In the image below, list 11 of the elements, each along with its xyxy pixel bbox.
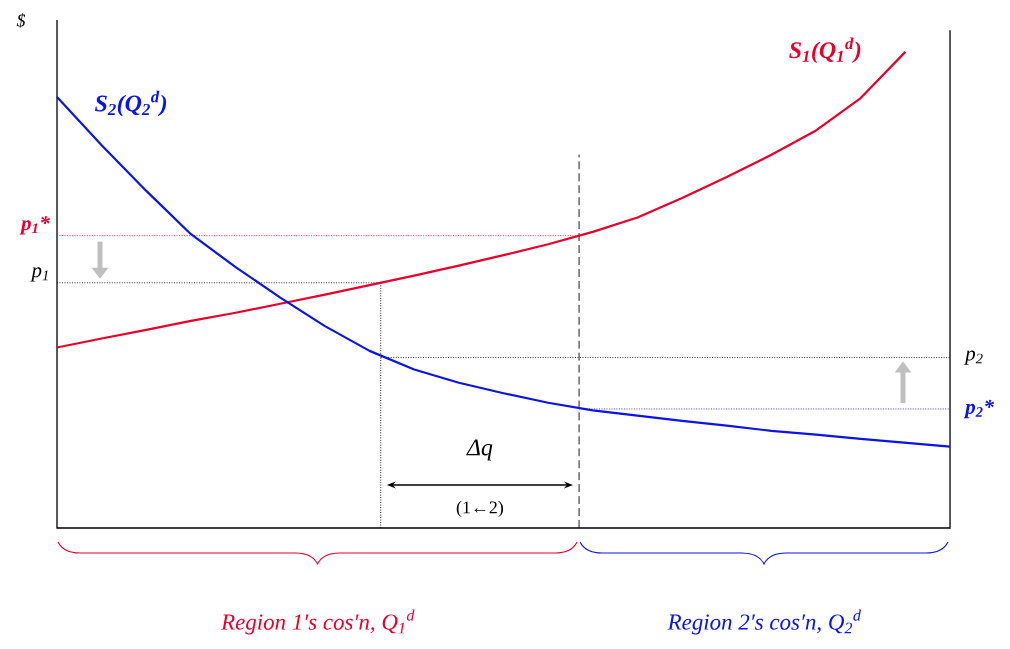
series-label: S$_{1}$(Q$_{1}$$^{d}$) [789,37,861,64]
annotation: Δq [466,439,493,461]
series-label: S$_{2}$(Q$_{2}$$^{d}$) [94,90,167,117]
ref-line-label: p$_{1}$ [30,267,48,282]
annotation: (1←2) [456,500,504,518]
ref-line-label: p$_{1}$* [19,216,50,235]
ref-line-label: p$_{2}$ [963,350,983,365]
ref-line-label: p$_{2}$* [963,399,995,419]
text: Region 1′s cos′n, Q$_{1}$d [221,609,415,635]
text: Region 2′s cos′n, Q$_{2}$d [667,609,861,635]
y-axis-title: $ [16,13,26,28]
